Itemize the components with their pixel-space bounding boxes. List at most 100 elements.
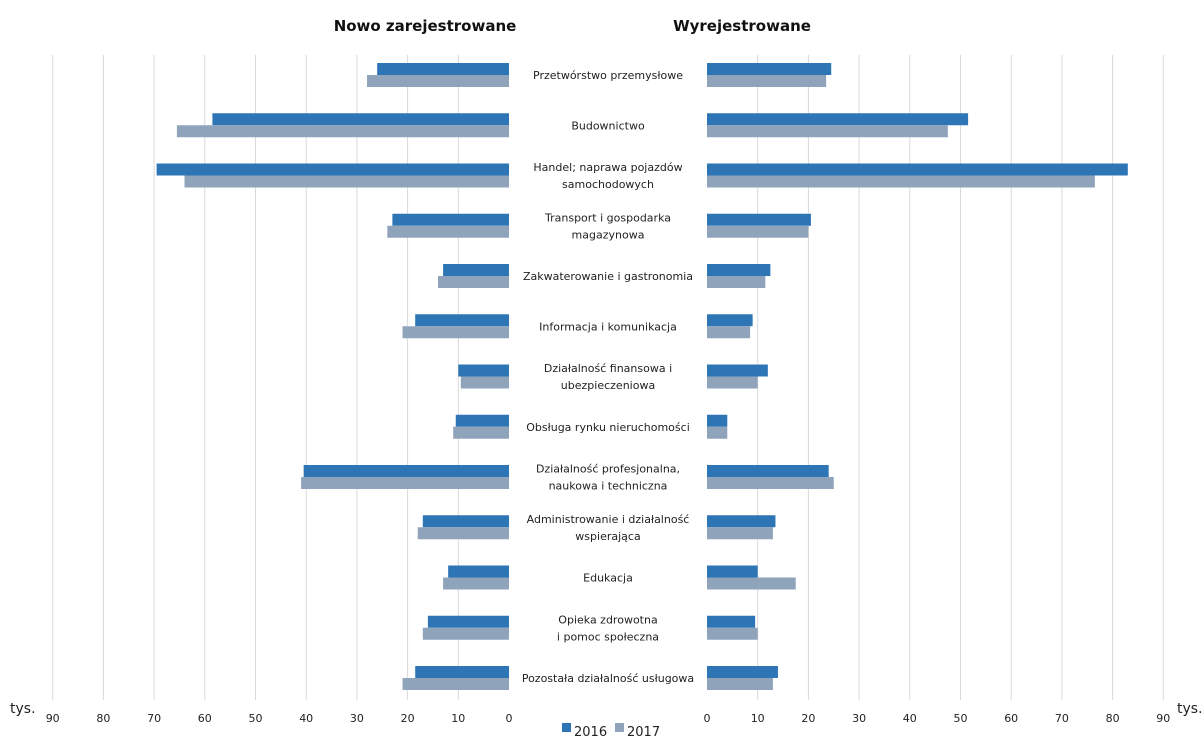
bar-right-2016-6 [707,364,768,377]
category-label-6-line-1: ubezpieczeniowa [561,379,655,392]
tick-label-right-90: 90 [1156,712,1170,725]
category-label-5: Informacja i komunikacja [539,320,677,333]
bar-right-2017-3 [707,225,809,238]
category-label-8-line-0: Działalność profesjonalna, [536,463,680,476]
bar-right-2016-9 [707,515,776,528]
bar-right-2016-10 [707,565,758,578]
tick-label-left-20: 20 [401,712,415,725]
bar-right-2017-4 [707,276,766,288]
bar-left-2016-3 [392,213,509,226]
category-label-1: Budownictwo [571,119,645,132]
bar-right-2017-9 [707,527,773,540]
category-label-10: Edukacja [583,572,633,585]
bar-right-2017-0 [707,75,827,87]
bar-left-2017-2 [184,175,509,188]
category-label-6-line-0: Działalność finansowa i [544,362,672,375]
category-label-3-line-1: magazynowa [572,228,645,241]
category-label-2-line-1: samochodowych [562,178,654,191]
bar-left-2016-7 [455,414,509,427]
bar-left-2017-6 [460,376,509,389]
tick-label-left-70: 70 [147,712,161,725]
bar-left-2017-8 [301,477,509,489]
bar-left-2016-2 [156,163,509,176]
bar-right-2016-0 [707,63,832,75]
bar-right-2017-6 [707,376,758,389]
legend: 2016 2017 [562,723,660,740]
bar-left-2017-4 [438,276,509,288]
bars [156,63,1128,690]
bar-left-2017-11 [422,627,509,640]
bar-right-2016-1 [707,113,969,126]
bar-left-2016-12 [415,666,509,678]
tick-label-left-40: 40 [299,712,313,725]
tick-label-left-80: 80 [96,712,110,725]
tick-label-left-90: 90 [46,712,60,725]
bar-right-2017-5 [707,326,751,339]
tick-label-right-0: 0 [704,712,711,725]
bar-right-2016-8 [707,465,829,477]
bar-left-2017-10 [443,577,509,590]
bar-right-2017-8 [707,477,834,489]
legend-swatch-2017 [615,723,624,732]
category-label-3-line-0: Transport i gospodarka [544,211,671,224]
category-label-2-line-0: Handel; naprawa pojazdów [533,161,682,174]
tick-label-right-40: 40 [903,712,917,725]
category-labels: Przetwórstwo przemysłowe Budownictwo Hande… [522,69,694,685]
bar-right-2016-2 [707,163,1128,176]
bar-left-2017-3 [387,225,509,238]
bar-right-2017-12 [707,678,773,690]
tick-label-right-70: 70 [1055,712,1069,725]
tick-label-left-10: 10 [451,712,465,725]
right-panel-title: Wyrejestrowane [673,17,811,35]
bar-left-2016-9 [422,515,509,528]
category-label-0: Przetwórstwo przemysłowe [533,69,683,82]
bar-left-2016-5 [415,314,509,327]
bar-left-2017-9 [417,527,509,540]
bar-left-2017-12 [402,678,509,690]
bar-right-2016-11 [707,615,756,628]
bar-right-2016-3 [707,213,811,226]
legend-swatch-2016 [562,723,571,732]
right-unit-label: tys. [1177,701,1203,717]
tick-label-right-10: 10 [751,712,765,725]
tick-label-right-60: 60 [1004,712,1018,725]
bar-right-2016-7 [707,414,728,427]
bar-left-2016-1 [212,113,509,126]
bar-left-2016-4 [443,264,509,276]
category-label-8-line-1: naukowa i techniczna [549,480,668,493]
tick-label-left-0: 0 [506,712,513,725]
bar-left-2017-0 [367,75,509,87]
gridlines [52,55,1164,700]
bar-right-2017-11 [707,627,758,640]
tick-label-left-50: 50 [249,712,263,725]
tick-label-left-30: 30 [350,712,364,725]
bar-left-2017-7 [453,426,509,439]
tick-label-right-80: 80 [1106,712,1120,725]
bar-left-2016-0 [377,63,509,75]
category-label-9-line-1: wspierająca [575,530,640,543]
category-label-4: Zakwaterowanie i gastronomia [523,270,693,283]
bar-left-2017-5 [402,326,509,339]
bar-left-2016-8 [303,465,509,477]
tick-labels: 0 0 10 10 20 20 30 30 40 40 50 50 60 60 70 70 80 80 90 90 [46,712,1171,725]
legend-label-2016: 2016 [574,725,607,740]
category-label-12: Pozostała działalność usługowa [522,672,694,685]
bar-left-2016-6 [458,364,509,377]
bar-left-2017-1 [176,125,510,138]
bar-right-2017-7 [707,426,728,439]
category-label-11-line-1: i pomoc społeczna [557,630,659,643]
bar-right-2016-5 [707,314,753,327]
legend-label-2017: 2017 [627,725,660,740]
bar-right-2017-1 [707,125,948,138]
left-unit-label: tys. [10,701,36,717]
bar-right-2016-4 [707,264,771,276]
bar-left-2016-10 [448,565,509,578]
bar-right-2017-10 [707,577,796,590]
tick-label-right-30: 30 [852,712,866,725]
tick-label-left-60: 60 [198,712,212,725]
tick-label-right-20: 20 [801,712,815,725]
category-label-9-line-0: Administrowanie i działalność [527,513,690,526]
bar-left-2016-11 [427,615,509,628]
bar-right-2016-12 [707,666,778,678]
